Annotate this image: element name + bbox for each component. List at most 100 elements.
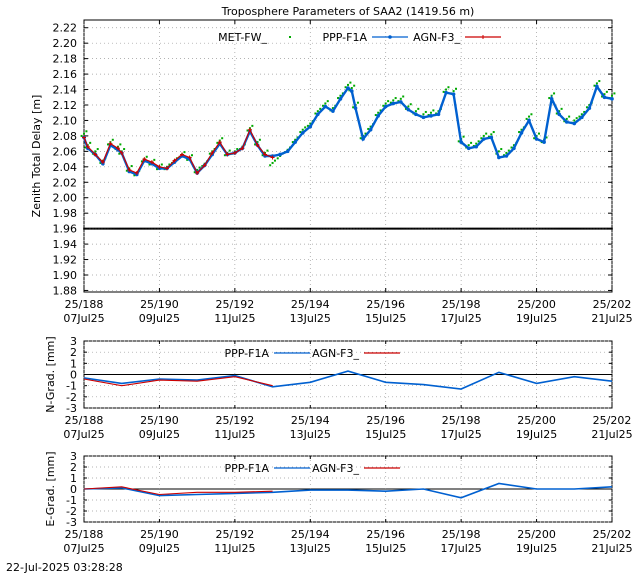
ztd-constant-point (252, 227, 254, 230)
ztd-series-agnf3-point (115, 146, 120, 151)
ngrad-y-tick-label: 1 (70, 357, 77, 370)
ztd-series-agnf3-point (100, 160, 105, 165)
ztd-constant-point (309, 227, 312, 230)
ztd-constant-point (132, 227, 135, 230)
ztd-constant-point (155, 227, 158, 230)
ztd-constant-point (223, 227, 226, 230)
ztd-series-pppf1a-point (406, 107, 411, 112)
ztd-series-metfw-point (593, 84, 596, 87)
ztd-constant-point (306, 227, 309, 230)
ztd-series-metfw-point (148, 163, 151, 166)
ztd-constant-point (513, 227, 515, 230)
ztd-series-agnf3-point (270, 155, 275, 160)
ztd-series-metfw-point (321, 104, 324, 107)
ztd-constant-point (479, 227, 482, 230)
egrad-y-tick-label: -3 (66, 516, 77, 529)
ztd-constant-point (605, 227, 607, 230)
ztd-constant-point (421, 227, 423, 230)
ztd-series-pppf1a-point (512, 146, 516, 151)
ztd-x-tick-label-doy: 25/192 (216, 298, 255, 311)
ztd-constant-point (321, 227, 324, 230)
ztd-constant-point (318, 227, 321, 230)
ztd-series-pppf1a-point (300, 131, 305, 135)
egrad-x-tick-label-doy: 25/198 (442, 528, 481, 541)
ztd-constant-point (231, 227, 233, 230)
ztd-x-tick-label-doy: 25/194 (291, 298, 330, 311)
ztd-constant-point (380, 227, 382, 230)
egrad-x-tick-label-date: 17Jul25 (441, 542, 482, 555)
ztd-series-metfw-point (186, 158, 189, 161)
ztd-series-metfw-point (99, 161, 102, 164)
ztd-series-metfw-point (525, 117, 528, 120)
ztd-constant-point (510, 227, 512, 230)
ztd-constant-point (544, 227, 547, 230)
ztd-x-tick-label-doy: 25/190 (140, 298, 179, 311)
egrad-y-tick-label: 2 (70, 461, 77, 474)
ztd-constant-point (330, 227, 333, 230)
ngrad-y-tick-label: -1 (66, 380, 77, 393)
ztd-constant-point (152, 227, 155, 230)
ztd-series-metfw-point (507, 149, 510, 152)
ztd-series-agnf3-point (217, 140, 222, 145)
ztd-constant-point (419, 227, 422, 230)
ztd-constant-point (576, 227, 579, 230)
ztd-constant-point (383, 227, 386, 230)
ztd-constant-point (433, 227, 435, 230)
ngrad-x-tick-label-doy: 25/194 (291, 414, 330, 427)
ngrad-y-axis-label: N-Grad. [mm] (44, 336, 57, 412)
ztd-series-metfw-point (387, 100, 390, 103)
ztd-series-metfw-point (223, 154, 226, 157)
ztd-series-metfw-point (145, 155, 148, 158)
ztd-series-metfw-point (294, 138, 297, 141)
ztd-constant-point (534, 227, 536, 230)
ztd-x-tick-label-doy: 25/202 (593, 298, 632, 311)
ztd-constant-point (102, 227, 105, 230)
ztd-series-metfw-point (475, 142, 478, 145)
ztd-series-metfw-point (271, 161, 274, 164)
ztd-series-metfw-point (585, 106, 588, 109)
ztd-series-metfw-point (258, 138, 261, 141)
ztd-x-tick-label-doy: 25/198 (442, 298, 481, 311)
ngrad-legend-agnf3-label: AGN-F3_ (312, 347, 359, 360)
ztd-constant-point (114, 227, 117, 230)
ztd-constant-point (537, 227, 539, 230)
ztd-constant-point (353, 227, 355, 230)
ztd-constant-point (466, 227, 468, 230)
ztd-constant-point (538, 227, 541, 230)
ztd-constant-point (369, 227, 372, 230)
ztd-series-metfw-point (435, 112, 438, 115)
ztd-constant-point (476, 227, 479, 230)
ztd-series-metfw-point (613, 92, 616, 95)
ztd-constant-point (463, 227, 465, 230)
ztd-series-metfw-point (598, 80, 601, 83)
ztd-constant-point (363, 227, 366, 230)
ngrad-x-tick-label-date: 15Jul25 (365, 428, 406, 441)
ztd-series-metfw-point (208, 152, 211, 155)
ztd-series-metfw-point (520, 128, 523, 131)
ztd-series-metfw-point (490, 133, 493, 136)
ztd-constant-point (264, 227, 266, 230)
ztd-series-agnf3-point (263, 152, 268, 157)
ztd-constant-point (116, 227, 118, 230)
ztd-constant-point (549, 227, 551, 230)
ztd-constant-point (336, 227, 339, 230)
ztd-constant-point (495, 227, 497, 230)
ztd-series-pppf1a-point (376, 114, 380, 118)
ztd-constant-point (314, 227, 316, 230)
ztd-constant-point (194, 227, 197, 230)
ztd-legend-pppf1a-marker (388, 35, 392, 39)
ztd-constant-point (404, 227, 407, 230)
ztd-constant-point (350, 227, 352, 230)
ztd-constant-point (526, 227, 529, 230)
egrad-legend-agnf3-label: AGN-F3_ (312, 462, 359, 475)
ztd-series-metfw-point (156, 168, 159, 171)
ztd-constant-point (455, 227, 458, 230)
ztd-series-metfw-point (316, 110, 319, 113)
ztd-constant-point (372, 227, 375, 230)
ztd-constant-point (609, 227, 612, 230)
ztd-constant-point (190, 227, 192, 230)
ztd-constant-point (393, 227, 396, 230)
ztd-series-metfw-point (269, 164, 272, 167)
ztd-constant-point (229, 227, 232, 230)
ztd-constant-point (262, 227, 265, 230)
